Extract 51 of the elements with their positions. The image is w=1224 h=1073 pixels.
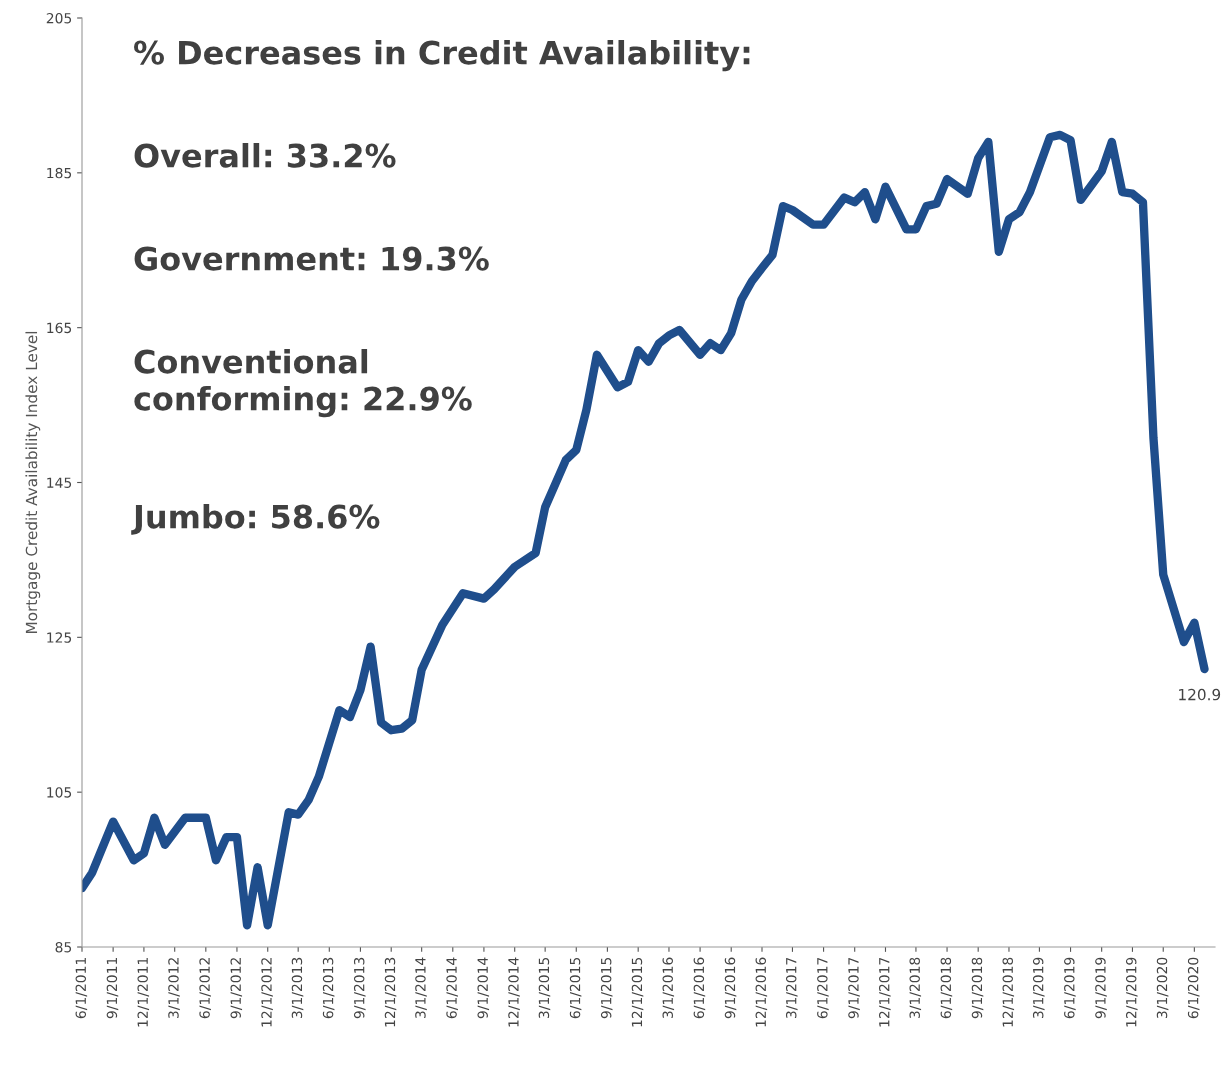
y-tick-label: 205 xyxy=(46,12,72,24)
x-tick-label: 12/1/2018 xyxy=(1002,957,1015,1027)
annotation: Overall: 33.2% xyxy=(134,143,396,168)
x-tick-label: 9/1/2016 xyxy=(724,957,737,1019)
x-tick-label: 6/1/2018 xyxy=(940,957,953,1019)
x-tick-label: 3/1/2014 xyxy=(415,957,427,1019)
x-tick-label: 3/1/2019 xyxy=(1032,957,1045,1019)
y-tick-label: 85 xyxy=(55,941,72,953)
annotation: Conventional conforming: 22.9% xyxy=(134,349,472,418)
x-tick-label: 6/1/2014 xyxy=(446,957,458,1019)
x-tick-label: 3/1/2016 xyxy=(662,957,675,1019)
x-tick-label: 3/1/2020 xyxy=(1156,957,1169,1019)
annotation: 120.9 xyxy=(1179,688,1221,701)
x-tick-label: 12/1/2011 xyxy=(137,958,150,1027)
x-tick-label: 9/1/2012 xyxy=(230,958,243,1019)
x-tick-label: 9/1/2019 xyxy=(1095,957,1107,1019)
x-tick-label: 12/1/2017 xyxy=(879,957,891,1027)
y-tick-label: 145 xyxy=(47,477,72,488)
annotation: % Decreases in Credit Availability: xyxy=(134,40,750,72)
y-tick-label: 185 xyxy=(47,167,72,179)
x-tick-label: 12/1/2013 xyxy=(384,957,397,1027)
x-tick-label: 9/1/2013 xyxy=(353,957,366,1019)
x-tick-label: 6/1/2016 xyxy=(693,957,706,1019)
x-tick-label: 9/1/2011 xyxy=(106,958,119,1019)
x-tick-label: 3/1/2017 xyxy=(785,957,798,1019)
x-tick-label: 12/1/2012 xyxy=(261,958,273,1027)
x-tick-label: 3/1/2018 xyxy=(909,957,922,1019)
x-tick-label: 12/1/2019 xyxy=(1125,957,1138,1027)
x-tick-label: 6/1/2012 xyxy=(199,958,211,1019)
x-tick-label: 3/1/2012 xyxy=(168,958,180,1019)
x-tick-label: 9/1/2015 xyxy=(600,957,613,1019)
x-tick-label: 6/1/2015 xyxy=(569,957,582,1019)
x-tick-label: 9/1/2018 xyxy=(971,957,984,1019)
x-tick-label: 3/1/2013 xyxy=(291,957,304,1019)
x-tick-label: 12/1/2014 xyxy=(508,957,520,1027)
x-tick-label: 3/1/2015 xyxy=(538,957,551,1019)
y-axis-title: Mortgage Credit Availability Index Level xyxy=(25,331,41,633)
x-tick-label: 12/1/2015 xyxy=(631,957,644,1027)
x-tick-label: 9/1/2017 xyxy=(848,957,860,1019)
y-tick-label: 105 xyxy=(47,787,72,798)
y-tick-label: 165 xyxy=(47,322,72,334)
y-tick-label: 125 xyxy=(47,632,72,643)
x-tick-label: 6/1/2013 xyxy=(322,957,335,1019)
x-tick-label: 6/1/2017 xyxy=(817,957,829,1019)
x-tick-label: 6/1/2019 xyxy=(1064,957,1076,1019)
annotation: Government: 19.3% xyxy=(134,246,489,271)
x-tick-label: 12/1/2016 xyxy=(755,957,768,1027)
x-tick-label: 6/1/2020 xyxy=(1187,957,1200,1019)
x-tick-label: 9/1/2014 xyxy=(477,957,490,1019)
annotation: Jumbo: 58.6% xyxy=(131,504,380,535)
x-tick-label: 6/1/2011 xyxy=(75,958,88,1019)
